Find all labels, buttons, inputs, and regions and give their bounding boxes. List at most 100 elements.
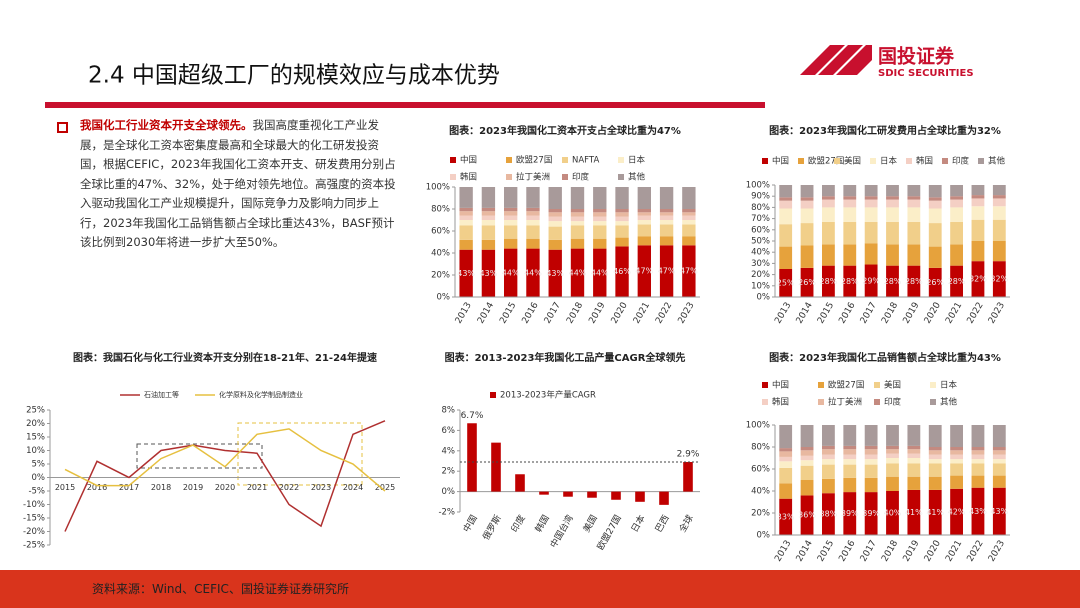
bar-segment <box>971 195 985 199</box>
legend-label: 日本 <box>940 380 958 391</box>
bar-segment <box>950 196 963 200</box>
y-tick-label: 0% <box>757 531 771 541</box>
bar-segment <box>504 211 518 216</box>
bar-segment <box>779 451 793 457</box>
bar-segment <box>593 187 607 209</box>
bar-segment <box>992 198 1006 207</box>
y-tick-label: 2% <box>442 467 456 477</box>
y-tick-label: 80% <box>431 205 450 215</box>
bar-segment <box>548 209 562 213</box>
bar-segment <box>950 454 963 460</box>
bar-segment <box>971 198 985 207</box>
bar-segment <box>864 425 878 446</box>
bar-segment <box>593 212 607 217</box>
y-tick-label: 5% <box>32 460 46 470</box>
x-tick-label: 2019 <box>183 483 203 492</box>
x-tick-label: 2024 <box>343 483 363 492</box>
y-tick-label: 40% <box>751 487 770 497</box>
data-label: 38% <box>820 510 838 519</box>
bar-segment <box>843 454 857 460</box>
bar-segment <box>800 480 814 496</box>
bar-segment <box>928 425 942 447</box>
y-tick-label: 80% <box>751 203 770 213</box>
bar-segment <box>907 445 921 450</box>
y-tick-label: 40% <box>431 249 450 259</box>
y-tick-label: 0% <box>442 487 456 497</box>
legend-swatch <box>762 158 768 164</box>
bar-segment <box>864 492 878 535</box>
bar-segment <box>504 238 518 249</box>
y-tick-label: 4% <box>442 446 456 456</box>
data-label: 28% <box>905 277 923 286</box>
bar-segment <box>950 185 963 197</box>
bar-segment <box>928 454 942 460</box>
bar <box>515 474 525 492</box>
bar-segment <box>971 425 985 447</box>
bar-segment <box>779 269 793 297</box>
bar-segment <box>779 246 793 269</box>
x-tick-label: 2023 <box>311 483 331 492</box>
bar-segment <box>928 447 942 451</box>
data-label: 42% <box>948 507 966 516</box>
bar-segment <box>992 459 1006 464</box>
bar-segment <box>907 425 921 446</box>
x-tick-label: 2018 <box>880 301 900 326</box>
legend-label: 2013-2023年产量CAGR <box>500 390 596 401</box>
x-tick-label: 2020 <box>923 539 943 564</box>
bar-segment <box>593 225 607 239</box>
bar-segment <box>615 237 629 247</box>
bar-segment <box>864 221 878 244</box>
data-label: 43% <box>969 507 987 516</box>
bar-segment <box>779 200 793 209</box>
bar-segment <box>822 459 835 465</box>
bar-segment <box>526 238 540 249</box>
bar-segment <box>800 495 814 535</box>
data-label: 25% <box>777 279 795 288</box>
bar-segment <box>928 246 942 268</box>
bar <box>467 423 477 492</box>
bar-segment <box>928 459 942 464</box>
legend-label: 韩国 <box>460 172 477 183</box>
bar-segment <box>659 187 674 209</box>
x-tick-label: 2022 <box>966 301 986 326</box>
bar-segment <box>886 425 899 446</box>
bar-segment <box>907 199 921 208</box>
x-tick-label: 中国 <box>460 513 479 535</box>
legend-label: 美国 <box>884 380 901 391</box>
bar-segment <box>907 244 921 266</box>
bar-segment <box>526 248 540 297</box>
bar-segment <box>637 245 651 297</box>
bar-segment <box>971 487 985 535</box>
bar-segment <box>504 248 518 297</box>
bar-segment <box>637 224 651 237</box>
x-tick-label: 2023 <box>677 301 697 326</box>
x-tick-label: 2013 <box>773 301 793 326</box>
bar-segment <box>950 265 963 297</box>
data-label: 41% <box>905 508 923 517</box>
legend-swatch <box>942 158 948 164</box>
legend-label: 化学原料及化学制品制造业 <box>219 390 303 399</box>
bar-segment <box>659 212 674 216</box>
bar-segment <box>481 225 496 240</box>
bar-segment <box>907 463 921 477</box>
bar-segment <box>907 185 921 197</box>
bar-segment <box>779 483 793 499</box>
bar-segment <box>971 454 985 460</box>
bar-segment <box>992 475 1006 488</box>
y-tick-label: 70% <box>751 214 770 224</box>
x-tick-label: 2013 <box>454 301 474 326</box>
bar-segment <box>682 212 696 216</box>
legend-label: 其他 <box>628 172 646 183</box>
bar-segment <box>886 265 899 297</box>
bar-segment <box>907 221 921 245</box>
x-tick-label: 2018 <box>151 483 171 492</box>
chart-title: 图表：2023年我国化工研发费用占全球比重为32% <box>769 124 1001 137</box>
data-label: 44% <box>524 268 542 277</box>
bar-segment <box>928 450 942 455</box>
x-tick-label: 2015 <box>816 539 836 564</box>
x-tick-label: 2022 <box>966 539 986 564</box>
bar-segment <box>615 216 629 222</box>
footer-band <box>0 570 1080 608</box>
x-tick-label: 2020 <box>215 483 235 492</box>
bar-segment <box>615 212 629 217</box>
